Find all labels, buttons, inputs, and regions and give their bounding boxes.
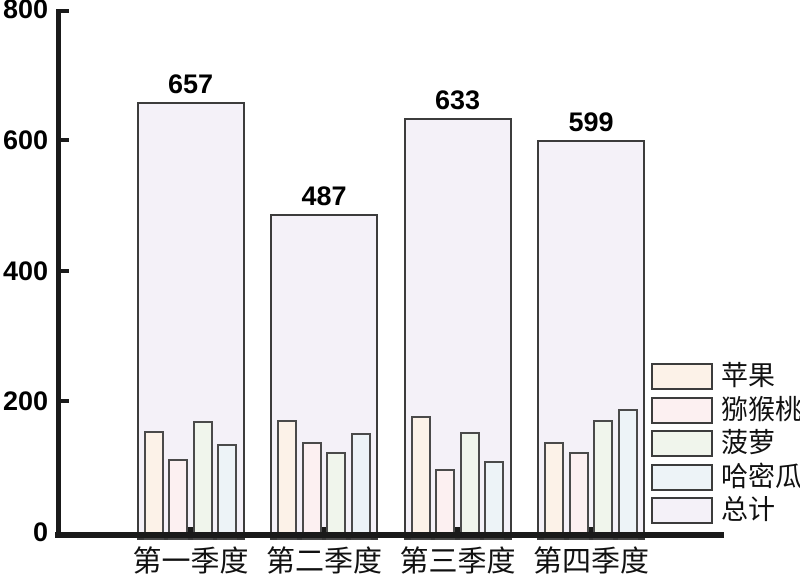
legend-swatch-apple (651, 363, 713, 390)
x-tick (453, 527, 462, 532)
y-tick-label: 200 (2, 386, 48, 417)
bar-hami-melon (350, 432, 371, 540)
bar-apple (143, 430, 164, 540)
legend-label-apple: 苹果 (721, 361, 775, 391)
bar-kiwi (301, 441, 322, 540)
y-tick (61, 137, 69, 142)
legend-swatch-kiwi (651, 396, 713, 424)
x-tick (319, 527, 329, 532)
bar-pineapple (459, 431, 480, 540)
bar-apple (277, 419, 297, 540)
legend-label-pineapple: 菠萝 (721, 428, 775, 458)
legend-label-total: 总计 (721, 495, 775, 525)
y-tick (61, 399, 69, 404)
y-axis-line (56, 9, 61, 538)
bar-kiwi (168, 458, 188, 540)
y-tick-label: 0 (32, 517, 48, 547)
x-tick (186, 527, 195, 532)
bar-pineapple (593, 419, 613, 540)
y-tick (61, 9, 69, 13)
bar-pineapple (326, 452, 346, 540)
bar-hami-melon (217, 444, 237, 540)
category-label: 第一季度 (132, 546, 249, 578)
legend-swatch-pineapple (651, 430, 713, 457)
category-label: 第二季度 (265, 546, 382, 578)
bar-pineapple (192, 420, 213, 540)
legend-swatch-hami-melon (651, 463, 713, 491)
bar-hami-melon (617, 409, 638, 540)
y-tick-label: 600 (2, 124, 48, 155)
bar-value-label: 657 (167, 69, 214, 100)
category-label: 第四季度 (532, 546, 649, 578)
category-label: 第三季度 (399, 546, 516, 578)
bar-value-label: 487 (301, 180, 347, 211)
y-tick-label: 400 (2, 255, 48, 286)
bar-apple (544, 442, 564, 540)
bar-value-label: 599 (568, 107, 614, 138)
bar-kiwi (568, 451, 589, 540)
legend-label-hami-melon: 哈密瓜 (721, 461, 800, 492)
bar-value-label: 633 (434, 85, 481, 116)
x-axis-line (55, 532, 724, 538)
bar-kiwi (435, 469, 455, 540)
bar-hami-melon (484, 461, 504, 540)
y-tick (61, 268, 69, 273)
legend-label-kiwi: 猕猴桃 (721, 394, 800, 425)
y-tick-label: 800 (2, 0, 48, 24)
legend-swatch-total (651, 497, 713, 524)
x-tick (586, 527, 596, 532)
bar-apple (410, 415, 431, 540)
